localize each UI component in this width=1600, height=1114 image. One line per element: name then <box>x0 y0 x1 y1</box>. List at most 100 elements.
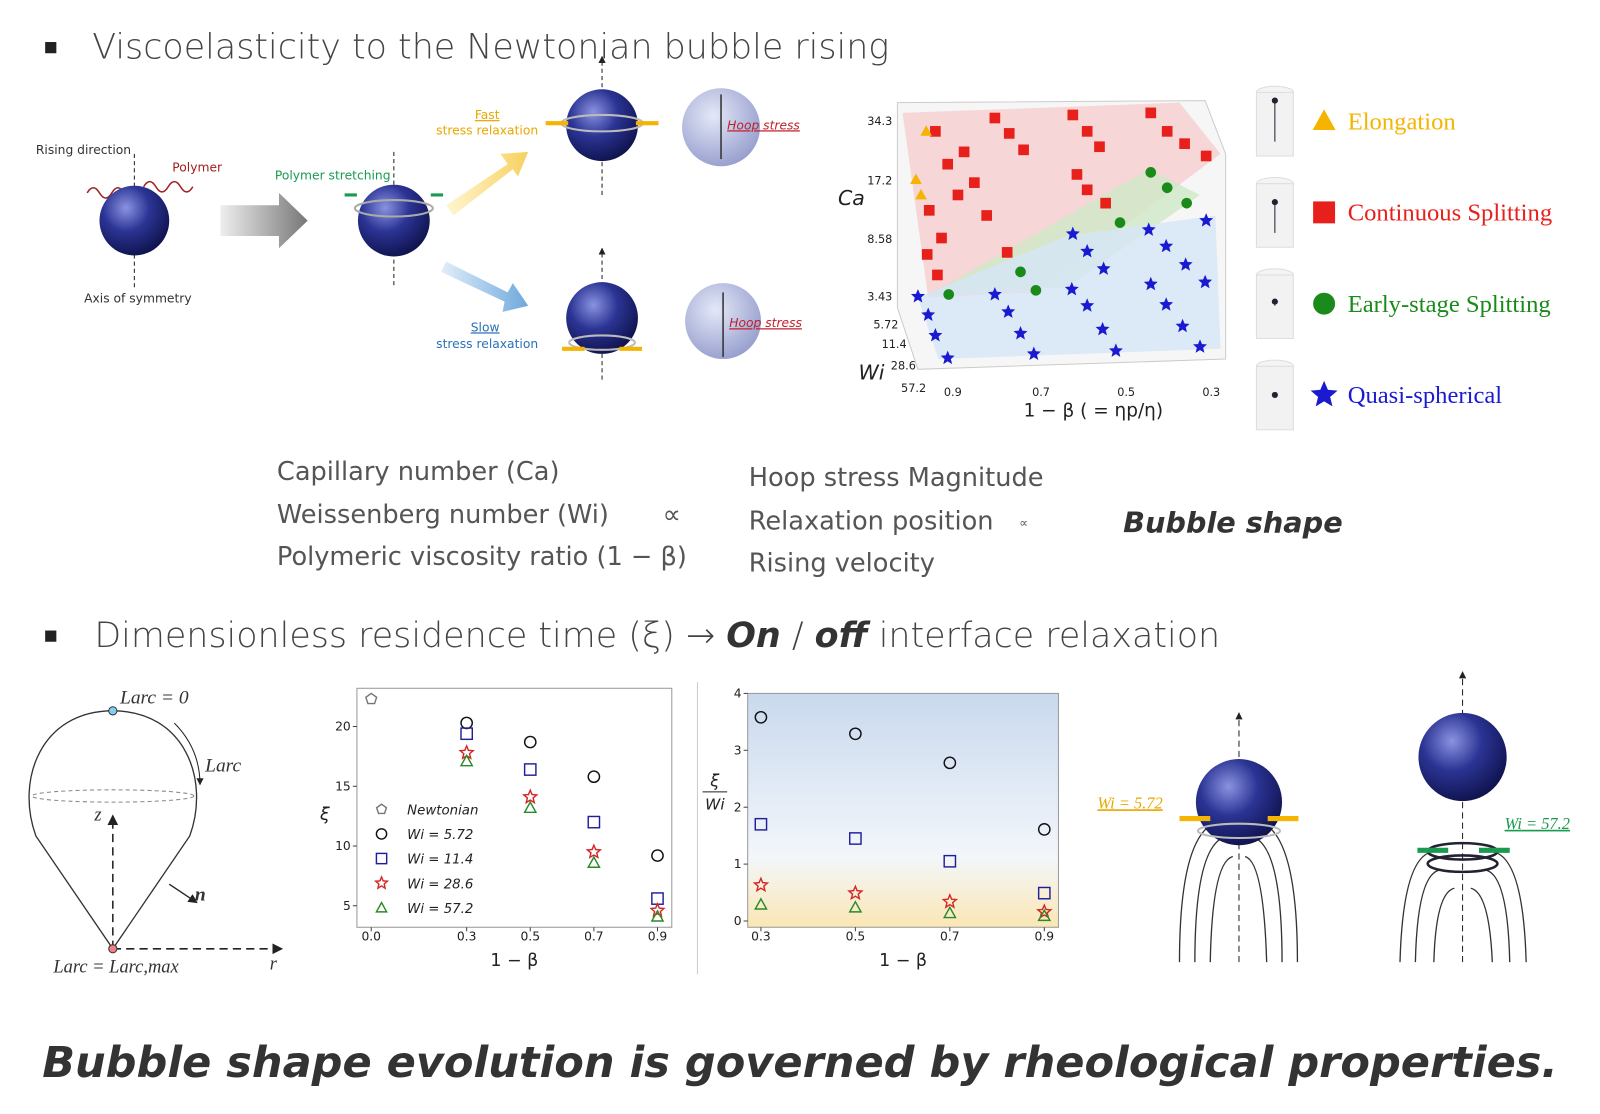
bubble-illustrations: Wi = 5.72 Wi = 57.2 <box>1097 671 1570 963</box>
regime-marker <box>952 189 964 201</box>
legend-label: Wi = 5.72 <box>407 828 473 843</box>
heading-part: Dimensionless residence time (ξ) → <box>94 616 715 656</box>
data-point <box>754 897 768 910</box>
label: Wi = 57.2 <box>1505 814 1570 833</box>
chart: 0.0 0.3 0.5 0.7 0.9 5 10 15 20 1 − β ξ Newtonian Wi … <box>319 687 673 971</box>
regime-marker <box>910 173 922 184</box>
y-tick-label: 4 <box>734 687 742 701</box>
regime-marker <box>1080 298 1095 312</box>
label: Hoop stress <box>727 118 800 132</box>
axis-title: 1 − β ( = ηp/η) <box>1024 400 1164 421</box>
legend-label: Wi = 11.4 <box>407 853 473 868</box>
legend-label: Newtonian <box>407 803 478 818</box>
x-tick-label: 0.3 <box>1202 386 1220 399</box>
regime-marker <box>928 328 943 342</box>
data-point <box>650 909 665 922</box>
ring <box>31 789 195 803</box>
regime-marker <box>936 232 947 244</box>
relation-item: Polymeric viscosity ratio (1 − β) <box>277 542 687 572</box>
regime-marker <box>1001 304 1016 318</box>
label: Hoop stress <box>729 316 802 330</box>
data-point <box>1037 886 1051 900</box>
regime-marker <box>1094 141 1105 153</box>
heading-part: On <box>726 616 780 656</box>
label: Larc = 0 <box>119 688 189 709</box>
label: n <box>195 885 206 906</box>
legend-label: Elongation <box>1348 108 1456 135</box>
regime-marker <box>1200 150 1212 162</box>
heading-part: off <box>815 616 871 656</box>
x-tick-label: 0.3 <box>751 930 771 944</box>
regime-marker <box>1175 318 1190 333</box>
y-tick-label: 2 <box>734 800 742 814</box>
bubble <box>566 282 638 354</box>
x-tick-label: 0.5 <box>520 930 540 944</box>
wi-tick-label: 11.4 <box>882 338 907 351</box>
data-point <box>849 832 862 845</box>
ca-tick-label: 3.43 <box>867 291 892 304</box>
regime-marker <box>1080 243 1095 258</box>
data-point <box>459 754 474 767</box>
regime-marker <box>921 249 933 260</box>
plot-frame <box>356 687 673 928</box>
heading-part: interface relaxation <box>879 616 1220 656</box>
x-axis-title: 1 − β <box>490 951 538 971</box>
ca-tick-label: 8.58 <box>867 233 892 246</box>
relation-item: Weissenberg number (Wi) <box>277 500 609 530</box>
data-point <box>460 716 474 730</box>
regime-marker <box>930 126 941 137</box>
legend-marker <box>1313 292 1336 315</box>
ring <box>568 334 636 351</box>
section-heading: Dimensionless residence time (ξ) → On / … <box>94 616 1220 656</box>
plot-background <box>747 693 1059 928</box>
relation-item: Rising velocity <box>749 548 935 578</box>
regime-marker <box>1064 281 1079 296</box>
regime-marker <box>1181 197 1192 209</box>
regime-marker <box>940 350 955 365</box>
label: z <box>93 805 101 825</box>
label: r <box>270 953 278 973</box>
regime-marker <box>1198 274 1213 289</box>
y-tick-label: 5 <box>343 899 351 913</box>
geometry-diagram: Larc = 0 Larc z n r Larc = Larc,max <box>28 688 284 976</box>
bubble <box>566 89 638 162</box>
regime-marker <box>942 158 954 170</box>
legend-label: Wi = 57.2 <box>407 902 473 917</box>
regime-marker <box>1145 167 1157 178</box>
regime-marker <box>1065 226 1080 240</box>
data-point <box>651 849 664 862</box>
x-tick-label: 0.9 <box>1035 930 1055 944</box>
label: Slow <box>471 320 500 334</box>
data-point <box>941 892 959 909</box>
data-point <box>521 788 539 805</box>
bullet: ▪ <box>43 33 58 59</box>
data-point <box>754 710 768 724</box>
legend-marker <box>375 852 388 865</box>
regime-marker <box>1081 126 1093 137</box>
x-tick-label: 0.5 <box>846 930 866 944</box>
regime-marker <box>1018 144 1029 156</box>
normal-arrow <box>168 883 198 904</box>
regime-marker <box>1015 266 1026 278</box>
regime-marker <box>958 146 970 158</box>
legend-label: Quasi-spherical <box>1348 382 1503 409</box>
data-point <box>848 900 863 913</box>
label: Polymer stretching <box>275 169 391 183</box>
bubble <box>1195 759 1283 846</box>
y-axis-title: Wi <box>705 795 725 813</box>
x-tick-label: 0.5 <box>1117 386 1135 399</box>
legend-marker <box>375 901 388 913</box>
regime-marker <box>1096 261 1111 275</box>
regime-marker <box>989 112 1001 124</box>
regime-marker <box>1161 182 1173 194</box>
label: Larc = Larc,max <box>52 956 179 976</box>
data-point <box>847 884 864 901</box>
regime-marker <box>910 289 925 303</box>
data-point <box>1037 908 1052 922</box>
conclusion: Bubble shape evolution is governed by rh… <box>42 1038 1558 1088</box>
data-point <box>587 855 601 868</box>
bullet: ▪ <box>43 622 58 648</box>
regime-marker <box>1159 297 1174 311</box>
regime-marker <box>923 205 935 216</box>
y-tick-label: 3 <box>734 743 742 757</box>
